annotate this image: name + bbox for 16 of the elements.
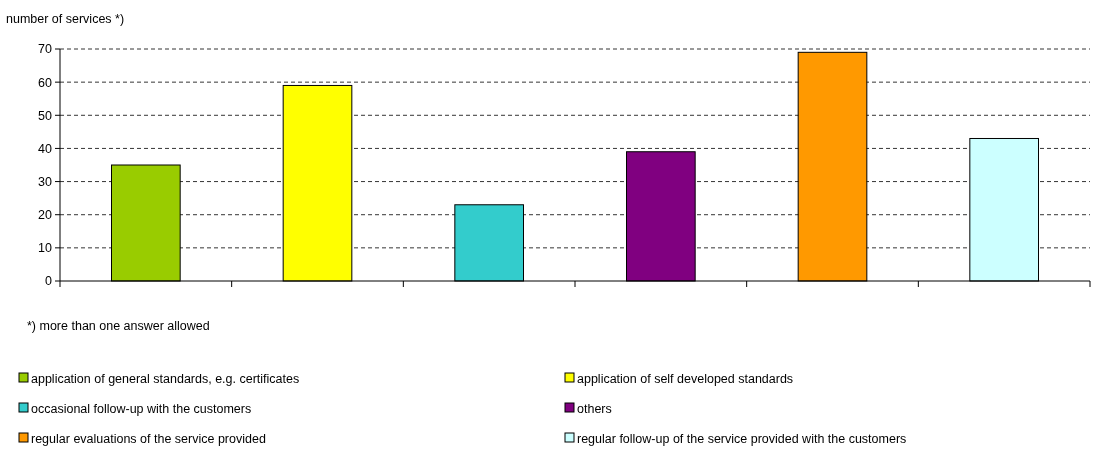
y-tick-label: 30 (38, 174, 53, 189)
legend-label: occasional follow-up with the customers (31, 401, 252, 416)
legend-label: regular evaluations of the service provided (31, 431, 266, 446)
y-tick-label: 60 (38, 75, 53, 90)
legend-label: application of general standards, e.g. certificates (31, 371, 300, 386)
y-tick-label: 20 (38, 208, 53, 223)
legend-label: regular follow-up of the service provided with the customers (577, 431, 907, 446)
y-tick-label: 50 (38, 108, 53, 123)
legend-label: application of self developed standards (577, 371, 794, 386)
legend-label: others (577, 401, 612, 416)
y-tick-label: 40 (38, 141, 53, 156)
y-axis-title: number of services *) (6, 12, 125, 26)
y-tick-label: 70 (38, 42, 53, 57)
text: *) more than one answer allowed (27, 319, 210, 333)
y-tick-label: 0 (45, 274, 53, 289)
y-tick-label: 10 (38, 241, 53, 256)
